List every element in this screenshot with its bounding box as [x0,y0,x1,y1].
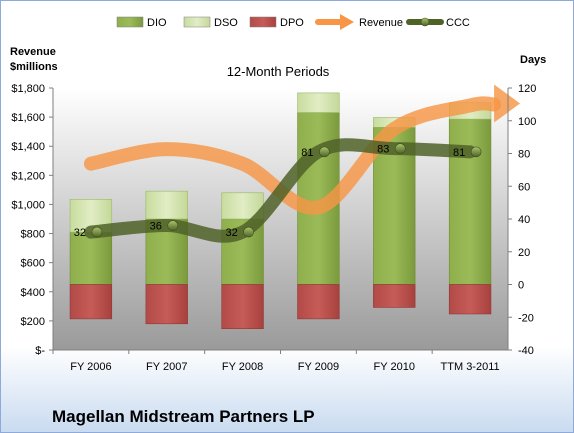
revenue-arrowhead [494,84,521,123]
ccc-data-label: 36 [150,221,162,233]
right-axis-tick-label: 80 [518,149,530,161]
right-axis-tick-label: -40 [518,345,534,357]
left-axis-tick-label: $- [35,345,45,357]
ccc-layer: 32 36 32 81 83 81 [74,138,482,243]
left-axis-label-line2: $millions [10,61,58,73]
left-axis-tick-label: $1,600 [11,112,45,124]
right-axis-tick-label: 60 [518,181,530,193]
x-axis-tick-label: TTM 3-2011 [441,361,500,373]
bar-dio [69,231,113,285]
ccc-data-label: 83 [377,144,389,156]
left-axis-tick-label: $600 [21,258,45,270]
revenue-layer [83,84,521,215]
ccc-data-label: 81 [301,147,313,159]
left-axis-tick-label: $200 [21,316,45,328]
bar-dpo [448,284,492,315]
bar-dpo [69,284,113,320]
ccc-marker [243,226,254,238]
legend: DIO DSO DPO Revenue CCC [116,14,470,30]
x-axis-tick-label: FY 2008 [222,361,263,373]
bar-dso [297,92,340,113]
legend-label-dio: DIO [147,17,167,29]
legend-label-revenue: Revenue [359,17,403,29]
ccc-data-label: 32 [74,227,86,239]
legend-label-ccc: CCC [446,17,470,29]
ccc-marker [470,146,482,158]
right-axis-tick-label: 40 [518,214,530,226]
right-axis-tick-label: 120 [518,83,536,95]
left-axis-tick-label: $1,800 [11,83,45,95]
ccc-data-label: 81 [453,147,465,159]
right-axis-label: Days [520,54,546,66]
legend-swatch-dio [116,16,144,28]
left-axis-tick-label: $1,000 [11,199,45,211]
right-axis-tick-label: 0 [518,280,524,292]
ccc-marker [319,146,330,158]
axes-layer: $- $200 $400 $600 $800 $1,000 $1,200 $1,400 $1,6… [11,83,536,373]
legend-label-dso: DSO [214,17,238,29]
ccc-data-label: 32 [225,227,237,239]
bar-dpo [145,284,188,325]
ccc-marker [91,226,103,238]
legend-arrowhead-revenue [340,14,354,30]
left-axis-tick-label: $1,400 [11,141,45,153]
x-axis-tick-label: FY 2006 [70,361,111,373]
company-name: Magellan Midstream Partners LP [52,407,315,426]
bar-dso [145,190,188,220]
revenue-line [83,96,502,215]
left-axis-tick-label: $800 [21,229,45,241]
bar-dpo [221,284,264,330]
left-axis-label-line1: Revenue [10,46,56,58]
left-axis-tick-label: $400 [21,287,45,299]
left-axis-tick-label: $1,200 [11,170,45,182]
bar-dpo [373,284,416,308]
bar-dio [448,118,492,285]
plot-area [53,88,508,350]
bar-dpo [297,284,340,320]
x-axis-tick-label: FY 2010 [374,361,415,373]
right-axis-tick-label: 100 [518,116,536,128]
legend-marker-ccc [420,17,430,27]
x-axis-tick-label: FY 2007 [146,361,187,373]
legend-swatch-dso [183,16,211,28]
legend-label-dpo: DPO [280,17,304,29]
legend-swatch-dpo [249,16,277,28]
chart-title: 12-Month Periods [227,64,330,79]
right-axis-tick-label: 20 [518,247,530,259]
right-axis-tick-label: -20 [518,312,534,324]
ccc-marker [394,143,406,154]
x-axis-tick-label: FY 2009 [298,361,339,373]
ccc-marker [167,220,179,231]
